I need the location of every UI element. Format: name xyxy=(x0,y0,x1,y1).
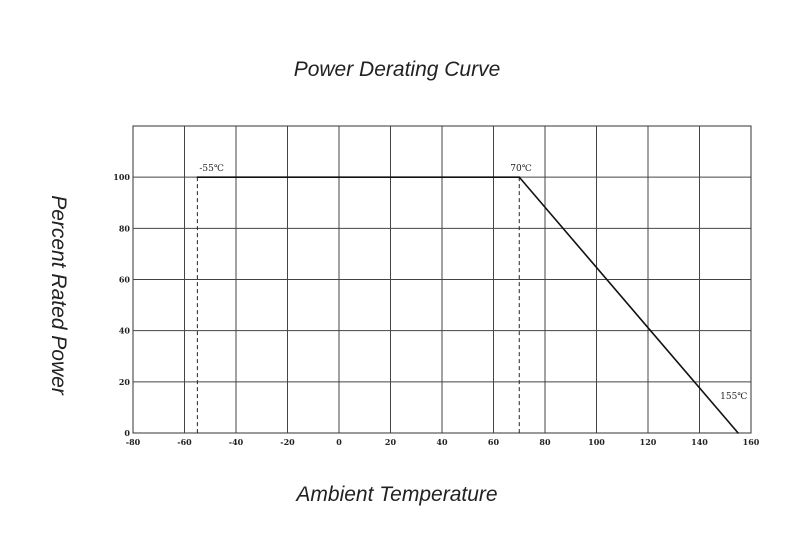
y-tick-label: 80 xyxy=(119,223,131,233)
x-tick-label: 160 xyxy=(743,437,760,447)
y-tick-label: 40 xyxy=(119,326,131,336)
derating-curve xyxy=(197,176,739,434)
reference-lines xyxy=(196,177,520,433)
reference-label: -55℃ xyxy=(199,164,224,174)
y-tick-label: 100 xyxy=(113,172,130,182)
end-point-label: 155℃ xyxy=(720,392,747,402)
y-tick-label: 0 xyxy=(124,428,130,438)
x-tick-label: 0 xyxy=(336,437,342,447)
x-tick-label: 100 xyxy=(588,437,605,447)
series-layer xyxy=(196,176,739,434)
data-point xyxy=(196,176,199,178)
annotations: -55℃ 70℃ 155℃ xyxy=(199,164,747,402)
y-tick-label: 60 xyxy=(119,275,131,285)
x-axis-label: Ambient Temperature xyxy=(296,483,498,506)
x-tick-label: -20 xyxy=(280,437,295,447)
reference-label: 70℃ xyxy=(510,164,532,174)
grid-layer xyxy=(132,125,752,434)
x-tick-label: 120 xyxy=(640,437,657,447)
x-tick-label: -60 xyxy=(177,437,192,447)
x-tick-label: 40 xyxy=(436,437,448,447)
x-tick-label: 80 xyxy=(539,437,551,447)
tick-labels: -80 -60 -40 -20 0 20 40 60 80 100 120 140 160 0 20 40 60… xyxy=(113,172,759,447)
x-tick-label: -80 xyxy=(126,437,141,447)
x-tick-label: 20 xyxy=(385,437,397,447)
chart-title: Power Derating Curve xyxy=(293,58,501,81)
data-point xyxy=(518,176,521,178)
x-tick-label: -40 xyxy=(229,437,244,447)
y-tick-label: 20 xyxy=(119,377,131,387)
x-tick-label: 140 xyxy=(691,437,708,447)
data-point xyxy=(737,432,739,434)
x-tick-label: 60 xyxy=(488,437,500,447)
